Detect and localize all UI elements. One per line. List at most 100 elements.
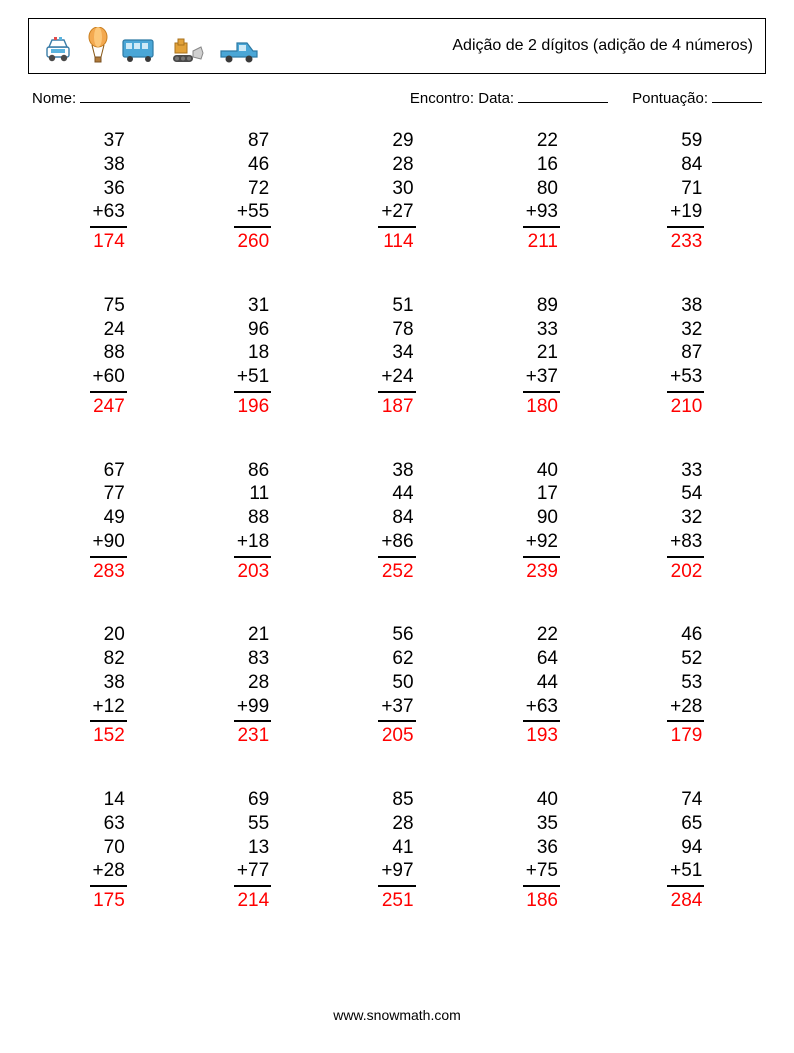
answer: 211	[523, 228, 560, 254]
answer: 175	[90, 887, 127, 913]
answer: 193	[523, 722, 560, 748]
addend: 80	[523, 177, 560, 201]
last-addend-row: +92	[523, 530, 560, 558]
problem-stack: 893321+37180	[523, 294, 560, 419]
problem: 403536+75186	[469, 788, 613, 913]
answer: 174	[90, 228, 127, 254]
addend: 75	[90, 294, 127, 318]
addend: 13	[234, 836, 271, 860]
addend: 18	[234, 341, 271, 365]
addend: 38	[90, 153, 127, 177]
answer: 180	[523, 393, 560, 419]
last-addend-row: +24	[378, 365, 415, 393]
problem-stack: 852841+97251	[378, 788, 415, 913]
problem: 335432+83202	[614, 459, 758, 584]
answer: 239	[523, 558, 560, 584]
last-addend-row: +60	[90, 365, 127, 393]
problem: 598471+19233	[614, 129, 758, 254]
addend: 63	[90, 812, 127, 836]
encounter-label: Encontro:	[410, 90, 474, 107]
answer: 152	[90, 722, 127, 748]
addend: 22	[523, 623, 560, 647]
balloon-icon	[87, 27, 109, 65]
problem-stack: 383287+53210	[667, 294, 704, 419]
score-blank[interactable]	[712, 88, 762, 103]
answer: 205	[378, 722, 415, 748]
addend: 30	[378, 177, 415, 201]
addend: 36	[523, 836, 560, 860]
addend: 87	[234, 129, 271, 153]
problem: 695513+77214	[180, 788, 324, 913]
answer: 231	[234, 722, 271, 748]
last-addend-row: +27	[378, 200, 415, 228]
answer: 284	[667, 887, 704, 913]
problem-stack: 861188+18203	[234, 459, 271, 584]
addend: 33	[523, 318, 560, 342]
addend: 67	[90, 459, 127, 483]
addend: 35	[523, 812, 560, 836]
addend: 52	[667, 647, 704, 671]
addend: 62	[378, 647, 415, 671]
last-addend-row: +51	[667, 859, 704, 887]
last-addend-row: +90	[90, 530, 127, 558]
problem: 746594+51284	[614, 788, 758, 913]
meta-row: Nome: Encontro: Data: Pontuação:	[28, 88, 766, 107]
answer: 114	[378, 228, 415, 254]
problem: 221680+93211	[469, 129, 613, 254]
problem: 861188+18203	[180, 459, 324, 584]
last-addend-row: +53	[667, 365, 704, 393]
addend: 46	[667, 623, 704, 647]
answer: 283	[90, 558, 127, 584]
addend: 82	[90, 647, 127, 671]
problem-stack: 373836+63174	[90, 129, 127, 254]
problem: 319618+51196	[180, 294, 324, 419]
addend: 87	[667, 341, 704, 365]
addend: 59	[667, 129, 704, 153]
answer: 214	[234, 887, 271, 913]
addend: 17	[523, 482, 560, 506]
addend: 49	[90, 506, 127, 530]
last-addend-row: +12	[90, 695, 127, 723]
addend: 32	[667, 506, 704, 530]
answer: 202	[667, 558, 704, 584]
name-blank[interactable]	[80, 88, 190, 103]
bulldozer-icon	[169, 37, 207, 65]
problem: 677749+90283	[36, 459, 180, 584]
addend: 84	[378, 506, 415, 530]
addend: 22	[523, 129, 560, 153]
addend: 78	[378, 318, 415, 342]
addend: 69	[234, 788, 271, 812]
answer: 186	[523, 887, 560, 913]
problem-stack: 384484+86252	[378, 459, 415, 584]
addend: 29	[378, 129, 415, 153]
problem-stack: 218328+99231	[234, 623, 271, 748]
problem-stack: 746594+51284	[667, 788, 704, 913]
answer: 252	[378, 558, 415, 584]
last-addend-row: +63	[523, 695, 560, 723]
problem-stack: 146370+28175	[90, 788, 127, 913]
last-addend-row: +75	[523, 859, 560, 887]
addend: 37	[90, 129, 127, 153]
answer: 187	[378, 393, 415, 419]
problem: 218328+99231	[180, 623, 324, 748]
problem-stack: 401790+92239	[523, 459, 560, 584]
answer: 260	[234, 228, 271, 254]
addend: 55	[234, 812, 271, 836]
addend: 38	[378, 459, 415, 483]
date-blank[interactable]	[518, 88, 608, 103]
addend: 16	[523, 153, 560, 177]
addend: 65	[667, 812, 704, 836]
problem: 465253+28179	[614, 623, 758, 748]
last-addend-row: +83	[667, 530, 704, 558]
problem: 146370+28175	[36, 788, 180, 913]
problem: 383287+53210	[614, 294, 758, 419]
problem-stack: 465253+28179	[667, 623, 704, 748]
addend: 53	[667, 671, 704, 695]
problem: 852841+97251	[325, 788, 469, 913]
bus-icon	[121, 35, 157, 65]
worksheet-title: Adição de 2 dígitos (adição de 4 números…	[452, 37, 753, 55]
addend: 89	[523, 294, 560, 318]
addend: 56	[378, 623, 415, 647]
last-addend-row: +28	[667, 695, 704, 723]
addend: 21	[234, 623, 271, 647]
